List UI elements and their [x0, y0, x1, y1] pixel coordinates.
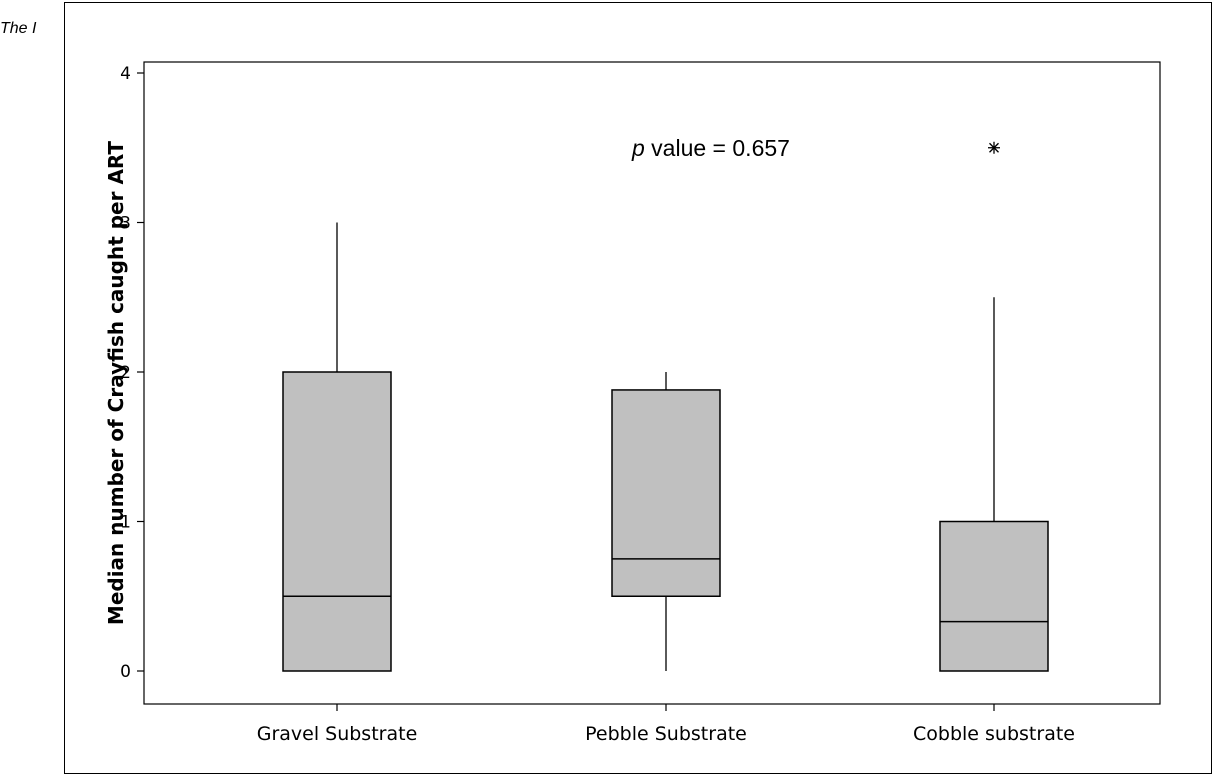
figure-caption: The I	[0, 20, 37, 37]
box-2	[939, 141, 1049, 672]
x-tick-label: Gravel Substrate	[257, 723, 418, 745]
p-value-annotation: p value = 0.657	[631, 135, 790, 161]
boxes	[282, 141, 1049, 672]
axes	[137, 61, 1161, 711]
y-tick-label: 2	[120, 363, 131, 383]
y-tick-label: 3	[120, 214, 131, 234]
labels: 0 1 2 3 4 Gravel Substrate Pebble Substrate Cob…	[104, 64, 1075, 745]
box-0	[282, 222, 392, 672]
plot-border	[143, 61, 1161, 705]
x-tick-label: Pebble Substrate	[585, 723, 747, 745]
outlier-stroke	[989, 142, 999, 153]
x-tick-label: Cobble substrate	[913, 723, 1075, 745]
p-value-text: value = 0.657	[645, 135, 790, 161]
box-1	[611, 372, 721, 671]
p-symbol: p	[631, 135, 645, 161]
y-axis-label: Median number of Crayfish caught per ART	[104, 141, 128, 626]
y-tick-label: 0	[120, 662, 131, 682]
box-iqr	[611, 389, 721, 597]
box-iqr	[939, 520, 1049, 672]
y-tick-label: 4	[120, 64, 131, 84]
outlier-marker	[988, 141, 1000, 154]
y-tick-label: 1	[120, 513, 131, 533]
box-iqr	[282, 371, 392, 672]
